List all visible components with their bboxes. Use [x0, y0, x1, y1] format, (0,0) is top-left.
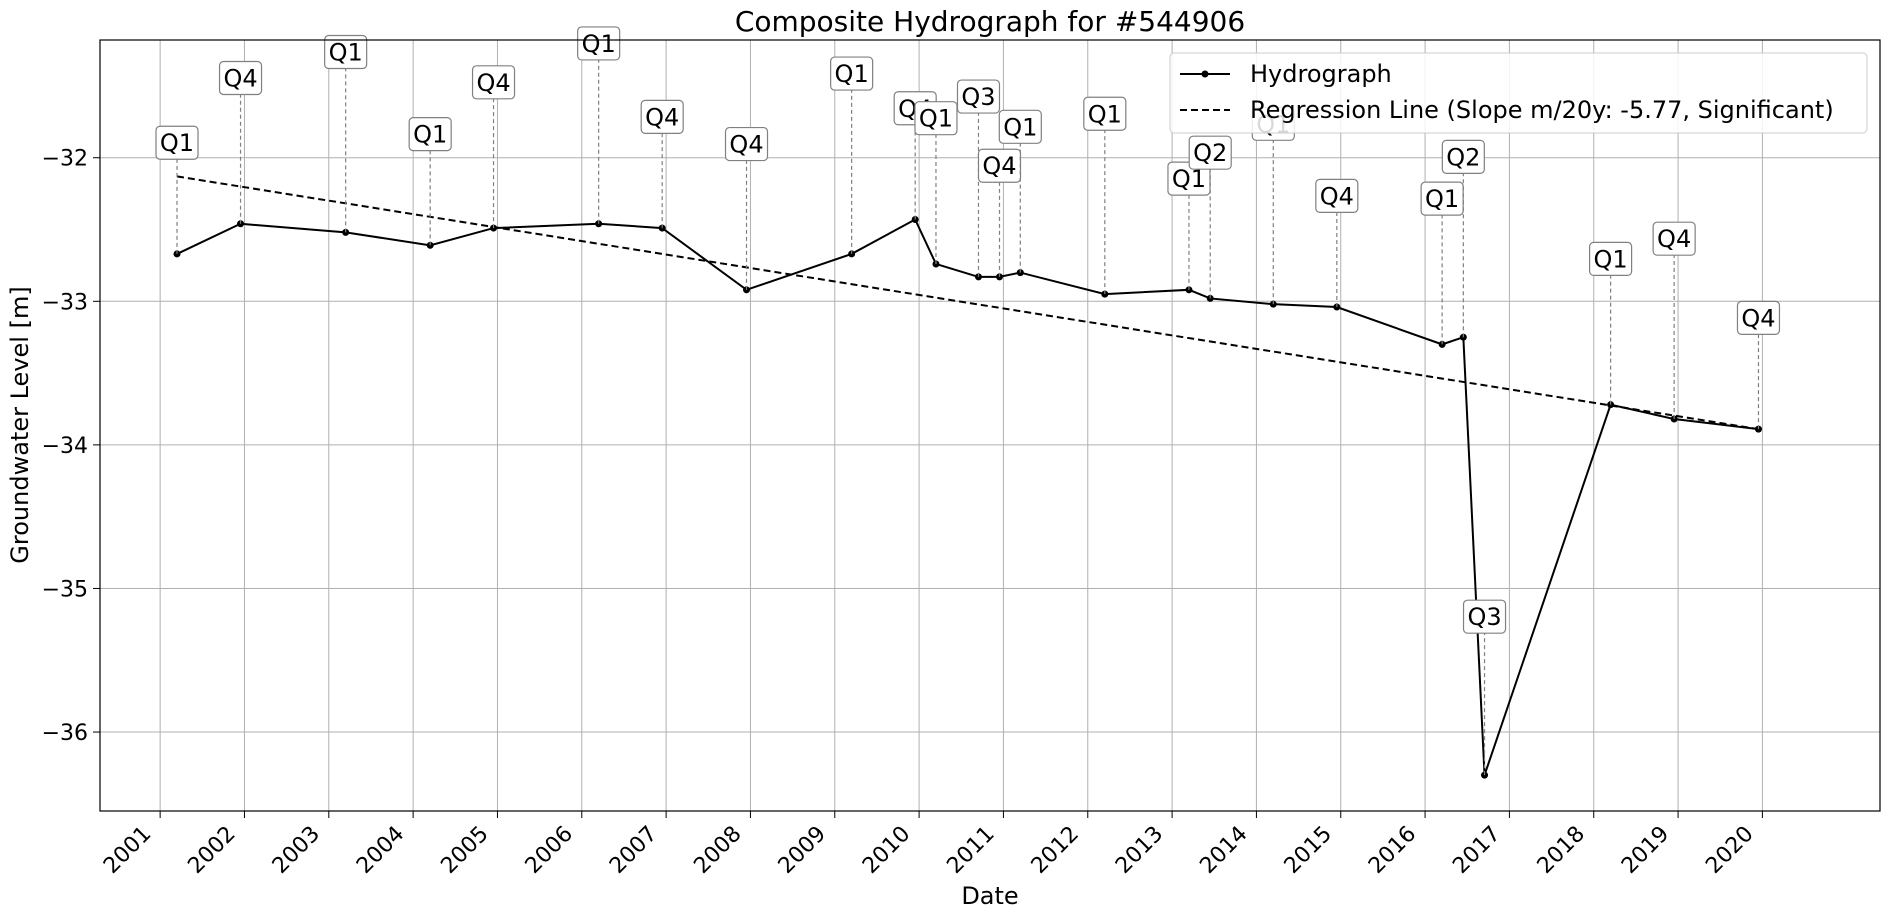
- annotation-box: [1736, 300, 1781, 336]
- annotation-box: [324, 34, 368, 70]
- legend-regression-label: Regression Line (Slope m/20y: -5.77, Sig…: [1250, 96, 1834, 124]
- annotation-box: [1589, 241, 1633, 277]
- legend-hydrograph-label: Hydrograph: [1250, 60, 1392, 88]
- quarter-annotation: Q1: [324, 34, 368, 70]
- legend-hydrograph-marker: [1201, 70, 1209, 78]
- annotation-box: [1652, 221, 1696, 256]
- annotation-box: [640, 99, 684, 135]
- annotation-label: Q4: [1320, 182, 1354, 210]
- y-tick-label: −33: [42, 290, 88, 315]
- annotation-box: [1420, 181, 1464, 216]
- annotation-label: Q4: [1741, 304, 1775, 332]
- annotation-label: Q1: [835, 60, 869, 88]
- quarter-annotation: Q4: [471, 65, 516, 100]
- annotation-label: Q1: [919, 105, 953, 133]
- annotation-box: [218, 60, 263, 96]
- annotation-box: [1083, 96, 1127, 131]
- annotation-label: Q4: [645, 103, 679, 131]
- quarter-annotation: Q4: [1736, 300, 1781, 336]
- annotation-label: Q1: [1172, 165, 1206, 193]
- legend-box: [1169, 52, 1868, 134]
- quarter-annotation: Q3: [1462, 599, 1507, 634]
- y-tick-label: −35: [42, 577, 88, 602]
- grid-lines: [100, 40, 1880, 811]
- quarter-annotation: Q1: [155, 125, 199, 160]
- annotation-box: [155, 125, 199, 160]
- annotation-label: Q2: [1193, 139, 1227, 167]
- quarter-annotation: Q4: [218, 60, 263, 96]
- annotation-label: Q1: [1594, 245, 1628, 273]
- quarter-annotation: Q4: [977, 148, 1022, 183]
- y-tick-label: −34: [42, 434, 88, 459]
- quarter-annotation: Q4: [640, 99, 684, 135]
- annotation-label: Q2: [1446, 143, 1480, 171]
- quarter-annotation: Q1: [998, 109, 1042, 144]
- annotation-box: [914, 101, 958, 136]
- x-axis-label: Date: [961, 882, 1018, 910]
- annotation-box: [1188, 135, 1232, 170]
- annotation-label: Q1: [1425, 185, 1459, 213]
- quarter-annotation: Q1: [577, 26, 621, 61]
- y-axis-label: Groundwater Level [m]: [6, 286, 34, 563]
- quarter-annotation: Q1: [408, 117, 452, 152]
- chart-title: Composite Hydrograph for #544906: [735, 5, 1245, 38]
- annotation-label: Q1: [413, 121, 447, 149]
- annotation-box: [956, 79, 1001, 114]
- regression-line: [176, 175, 1759, 431]
- quarter-annotation: Q4: [1315, 178, 1359, 213]
- annotation-box: [471, 65, 516, 100]
- annotation-box: [998, 109, 1042, 144]
- legend: Hydrograph Regression Line (Slope m/20y:…: [1169, 52, 1868, 134]
- annotation-label: Q4: [729, 131, 763, 159]
- annotations-layer: Q1Q4Q1Q1Q4Q1Q4Q4Q1Q4Q1Q3Q4Q1Q1Q1Q2Q1Q4Q1…: [155, 26, 1781, 776]
- annotation-label: Q4: [1657, 225, 1691, 253]
- plot-frame: [99, 39, 1881, 812]
- quarter-annotation: Q1: [830, 56, 874, 91]
- annotation-label: Q4: [982, 152, 1016, 180]
- annotation-box: [1315, 178, 1359, 213]
- quarter-annotation: Q2: [1188, 135, 1232, 170]
- annotation-box: [1462, 599, 1507, 634]
- annotation-box: [1441, 139, 1485, 174]
- annotation-label: Q1: [160, 129, 194, 157]
- annotation-label: Q1: [582, 30, 616, 58]
- annotation-box: [724, 126, 769, 162]
- quarter-annotation: Q4: [1652, 221, 1696, 256]
- annotation-box: [408, 117, 452, 152]
- quarter-annotation: Q1: [1083, 96, 1127, 131]
- quarter-annotation: Q1: [1420, 181, 1464, 216]
- annotation-label: Q4: [476, 69, 510, 97]
- annotation-label: Q4: [223, 65, 257, 93]
- annotation-box: [830, 56, 874, 91]
- quarter-annotation: Q1: [914, 101, 958, 136]
- y-tick-label: −36: [42, 721, 88, 746]
- y-tick-label: −32: [42, 147, 88, 172]
- annotation-label: Q1: [1088, 100, 1122, 128]
- quarter-annotation: Q3: [956, 79, 1001, 114]
- annotation-label: Q3: [961, 83, 995, 111]
- annotation-box: [577, 26, 621, 61]
- quarter-annotation: Q4: [724, 126, 769, 162]
- annotation-label: Q1: [329, 39, 363, 67]
- y-axis: −32 −33 −34 −35 −36: [42, 147, 100, 746]
- annotation-label: Q3: [1467, 603, 1501, 631]
- quarter-annotation: Q1: [1589, 241, 1633, 277]
- annotation-label: Q1: [1003, 113, 1037, 141]
- quarter-annotation: Q2: [1441, 139, 1485, 174]
